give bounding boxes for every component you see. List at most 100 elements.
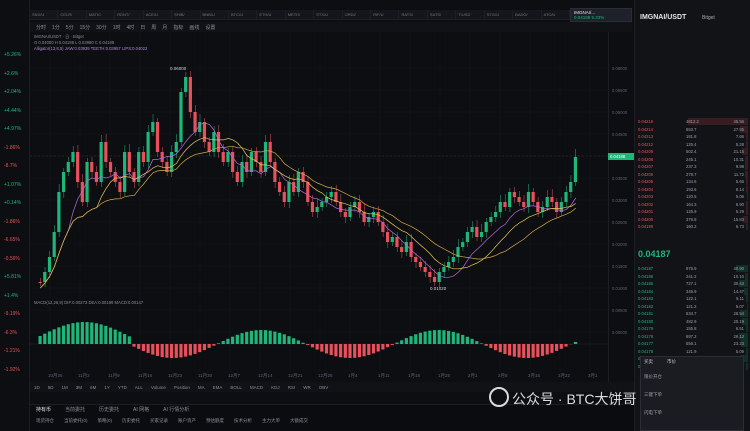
orderbook-row[interactable]: 0.04207 237.3 9.98 [636,163,748,170]
indicator-button[interactable]: KDJ [271,384,280,390]
quick-order-tab-trade[interactable]: 买卖 [644,359,653,364]
watchlist-change[interactable]: -6.65% [4,237,20,243]
ticker-tab[interactable]: CELR/ [58,10,87,19]
watchlist-change[interactable]: +4.44% [4,107,22,114]
order-tab[interactable]: AI 行情分析 [163,407,190,413]
toolbar-item[interactable]: 30分 [96,24,107,31]
orderbook-row[interactable]: 0.04199 160.2 6.73 [636,223,748,230]
indicator-button[interactable]: 1M [61,384,68,390]
watchlist-change[interactable]: +5.81% [4,274,22,280]
ticker-tab[interactable]: SATS/ [428,10,457,19]
watchlist-change[interactable]: +1.07% [4,181,22,188]
indicator-button[interactable]: BOLL [230,384,242,390]
watchlist-change[interactable]: -1.86% [4,218,20,225]
toolbar-item[interactable]: 日 [140,24,146,31]
order-subtab[interactable]: 大额成交 [290,418,308,423]
order-subtab[interactable]: 账户资产 [178,418,196,423]
orderbook-row[interactable]: 0.04216 4812.2 45.56 [636,118,748,125]
candlestick-chart[interactable]: 0.06000 0.01020 [30,32,608,382]
orderbook-row[interactable]: 0.04204 193.6 8.14 [636,185,748,193]
indicator-button[interactable]: 3M [75,384,83,390]
active-symbol-tab[interactable]: IMGNAI/... 0.04188 5.33% [570,8,632,22]
watchlist-change[interactable]: +1.4% [4,292,19,299]
indicator-button[interactable]: WR [303,384,311,390]
indicator-button[interactable]: YTD [117,384,127,390]
ticker-tab[interactable]: ACE/U [144,10,173,19]
ticker-tab[interactable]: ORDI/ [343,10,372,19]
ticker-tab[interactable]: BTC/U [229,10,258,19]
toolbar-item[interactable]: 画线 [189,24,200,31]
watchlist-change[interactable]: -9.19% [4,311,20,317]
quick-order-flash[interactable]: 闪电下单 [644,410,662,415]
ticker-tab[interactable]: ATO/U [542,10,571,19]
order-subtab[interactable]: 现货持仓 [36,418,54,423]
watchlist-change[interactable]: +5.26% [4,52,22,58]
orderbook-row[interactable]: 0.04203 120.5 5.06 [636,193,748,200]
orderbook-row[interactable]: 0.04187 976.9 40.90 [636,265,748,272]
watchlist-change[interactable]: -1.21% [4,348,20,354]
watchlist-change[interactable]: +2.04% [4,89,22,95]
watchlist-change[interactable]: -1.92% [4,366,20,373]
orderbook-row[interactable]: 0.04208 245.1 10.31 [636,155,748,163]
order-tab[interactable]: 历史委托 [99,407,120,413]
orderbook-row[interactable]: 0.04200 376.8 15.83 [636,215,748,223]
watchlist-change[interactable]: +4.97% [4,126,22,132]
orderbook-row[interactable]: 0.04177 556.1 23.23 [636,340,748,347]
ticker-tab[interactable]: STG/U [485,10,514,19]
orderbook-row[interactable]: 0.04209 502.4 21.15 [636,148,748,155]
ticker-tab[interactable]: BADG/ [513,10,542,19]
indicator-button[interactable]: Position [173,384,190,390]
orderbook-row[interactable]: 0.04206 278.7 11.72 [636,170,748,178]
ticker-tab[interactable]: RDNT/ [115,10,144,19]
ticker-tab[interactable]: STX/U [314,10,343,19]
order-subtab[interactable]: 历史委托 [122,418,140,423]
orderbook-row[interactable]: 0.04179 155.8 6.51 [636,325,748,332]
indicator-button[interactable]: ALL [134,384,143,390]
order-subtab[interactable]: 买家记录 [150,418,168,423]
ticker-tab[interactable]: METIS [286,10,315,19]
indicator-button[interactable]: RSI [287,384,296,390]
indicator-button[interactable]: MACD [249,384,264,390]
watchlist-change[interactable]: -0.56% [4,255,20,262]
ticker-tab[interactable]: SNX/U [30,10,59,19]
orderbook-row[interactable]: 0.04201 125.9 5.29 [636,208,748,215]
watchlist-change[interactable]: -1.86% [4,144,20,151]
indicator-button[interactable]: 5D [47,384,54,390]
order-tab[interactable]: 持有币 [36,407,52,413]
orderbook-row[interactable]: 0.04176 121.9 5.09 [636,347,748,355]
orderbook-row[interactable]: 0.04185 727.1 30.43 [636,280,748,287]
order-subtab[interactable]: 预估额度 [206,418,224,423]
watchlist-change[interactable]: +0.14% [4,200,22,206]
watchlist-change[interactable]: -8.7% [4,163,18,169]
order-tab[interactable]: 当前委托 [65,407,86,413]
toolbar-item[interactable]: 1分 [52,24,60,31]
indicator-button[interactable]: OBV [318,384,329,390]
indicator-button[interactable]: 1Y [104,384,110,390]
order-subtab[interactable]: 主力大单 [262,418,280,423]
order-subtab[interactable]: 当前委托(0) [64,418,88,423]
toolbar-item[interactable]: 周 [151,24,157,31]
indicator-button[interactable]: 6M [90,384,97,390]
orderbook-row[interactable]: 0.04205 134.6 5.66 [636,178,748,185]
toolbar-item[interactable]: 月 [162,24,168,31]
indicator-button[interactable]: 1D [34,384,40,390]
ticker-tab[interactable]: SHIB/ [172,10,201,19]
orderbook-row[interactable]: 0.04178 697.2 29.13 [636,332,748,340]
toolbar-item[interactable]: 5分 [65,24,74,31]
orderbook-row[interactable]: 0.04183 122.1 5.11 [636,295,748,302]
orderbook-row[interactable]: 0.04184 345.9 14.47 [636,287,748,295]
indicator-button[interactable]: Volume [150,384,166,390]
orderbook-row[interactable]: 0.04186 241.2 10.10 [636,272,748,280]
order-subtab[interactable]: 技术分析 [234,418,252,423]
quick-order-three-key[interactable]: 三键下单 [644,392,662,397]
toolbar-item[interactable]: 15分 [79,24,91,31]
toolbar-item[interactable]: 1时 [112,24,121,31]
order-subtab[interactable]: 策略(0) [97,418,113,423]
ticker-tab[interactable]: BNB/U [201,10,229,19]
orderbook-row[interactable]: 0.04181 634.7 26.54 [636,310,748,317]
quick-order-tab-market[interactable]: 市价 [667,359,676,364]
ticker-tab[interactable]: ETH/U [257,10,286,19]
orderbook-row[interactable]: 0.04212 125.4 5.28 [636,140,748,148]
toolbar-item[interactable]: 指标 [173,24,184,31]
orderbook-row[interactable]: 0.04213 181.8 7.66 [636,133,748,140]
